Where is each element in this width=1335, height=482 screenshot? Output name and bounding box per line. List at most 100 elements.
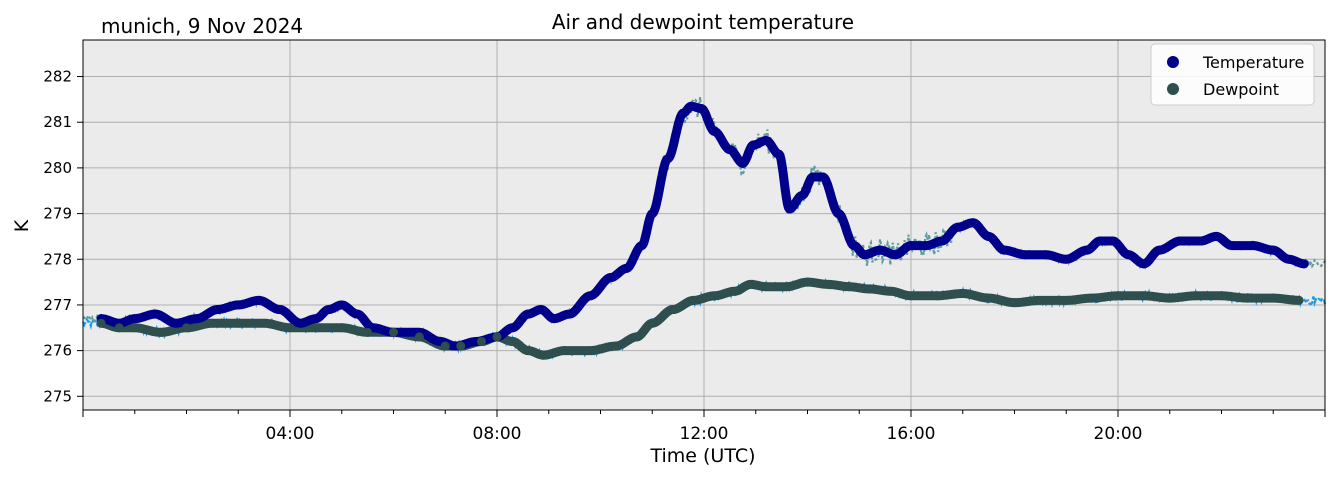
temperature-point	[968, 218, 978, 228]
temperature-point	[523, 309, 533, 319]
legend-label-dewpoint: Dewpoint	[1203, 80, 1279, 99]
y-tick-label: 279	[43, 205, 72, 223]
temperature-point	[233, 300, 243, 310]
temperature-point	[637, 241, 647, 251]
dewpoint-point	[492, 332, 502, 342]
dewpoint-point	[1242, 293, 1252, 303]
y-tick-label: 275	[43, 387, 72, 405]
dewpoint-point	[233, 318, 243, 328]
temperature-point	[549, 314, 559, 324]
dewpoint-series-line	[96, 277, 1304, 360]
temperature-point	[774, 149, 784, 159]
dewpoint-point	[585, 346, 595, 356]
dewpoint-point	[1139, 291, 1149, 301]
dewpoint-point	[1087, 293, 1097, 303]
dewpoint-point	[668, 305, 678, 315]
dewpoint-point	[539, 350, 549, 360]
dewpoint-point	[1268, 293, 1278, 303]
legend-marker-dewpoint	[1167, 83, 1179, 95]
temperature-point	[1123, 250, 1133, 260]
temperature-point	[818, 172, 828, 182]
temperature-point	[275, 305, 285, 315]
dewpoint-point	[130, 323, 140, 333]
axes: 04:00 08:00 12:00 16:00 20:00 275 276 277 278 279…	[43, 68, 1326, 444]
temperature-point	[709, 126, 719, 136]
dewpoint-point	[689, 295, 699, 305]
dewpoint-point	[746, 279, 756, 289]
x-tick-label: 08:00	[473, 424, 522, 444]
dewpoint-point	[1294, 295, 1304, 305]
legend-label-temperature: Temperature	[1202, 53, 1304, 72]
dewpoint-point	[456, 341, 466, 351]
dewpoint-point	[782, 282, 792, 292]
dewpoint-point	[1010, 298, 1019, 308]
dewpoint-point	[647, 318, 657, 328]
temperature-point	[337, 300, 347, 310]
grid	[83, 40, 1325, 410]
temperature-point	[890, 250, 900, 260]
dewpoint-point	[311, 323, 321, 333]
temperature-point	[1299, 259, 1309, 269]
temperature-point	[725, 145, 735, 155]
temperature-point	[937, 236, 947, 246]
temperature-point	[352, 309, 362, 319]
temperature-point	[324, 305, 334, 315]
temperature-point	[808, 172, 818, 182]
temperature-point	[849, 241, 859, 251]
x-tick-label: 04:00	[266, 424, 315, 444]
dewpoint-point	[906, 291, 916, 301]
temperature-point	[295, 318, 305, 328]
x-tick-label: 20:00	[1094, 424, 1143, 444]
dewpoint-point	[508, 336, 518, 346]
dewpoint-point	[207, 318, 217, 328]
dewpoint-point	[1035, 295, 1045, 305]
smoothed-series	[96, 101, 1309, 360]
y-tick-label: 278	[43, 250, 72, 268]
dewpoint-point	[632, 332, 642, 342]
temperature-point	[875, 245, 885, 255]
dewpoint-point	[885, 286, 895, 296]
temperature-point	[748, 140, 758, 150]
dewpoint-point	[476, 336, 486, 346]
temperature-point	[192, 314, 202, 324]
dewpoint-point	[259, 318, 269, 328]
x-axis-label: Time (UTC)	[649, 445, 755, 467]
temperature-point	[150, 309, 160, 319]
temperature-point	[1095, 236, 1105, 246]
dewpoint-point	[1217, 291, 1226, 301]
dewpoint-point	[114, 323, 124, 333]
temperature-point	[696, 104, 706, 114]
temperature-point	[678, 108, 688, 118]
dewpoint-point	[1165, 293, 1175, 303]
dewpoint-point	[559, 346, 569, 356]
dewpoint-point	[440, 341, 450, 351]
temperature-point	[585, 291, 595, 301]
temperature-point	[1020, 250, 1030, 260]
dewpoint-point	[363, 327, 373, 337]
dewpoint-point	[984, 293, 994, 303]
dewpoint-point	[182, 323, 191, 333]
y-axis-label: K	[11, 219, 33, 232]
dewpoint-point	[285, 323, 295, 333]
legend-box	[1150, 43, 1315, 106]
temperature-point	[1041, 250, 1051, 260]
temperature-point	[784, 204, 794, 214]
temperature-point	[311, 314, 321, 324]
temperature-point	[647, 209, 657, 219]
temperature-point	[738, 158, 748, 168]
y-tick-label: 282	[43, 68, 72, 86]
dewpoint-point	[156, 327, 166, 337]
temperature-point	[1175, 236, 1185, 246]
temperature-point	[761, 135, 771, 145]
temperature-point	[536, 305, 546, 315]
temperature-point	[984, 231, 994, 241]
y-tick-label: 276	[43, 342, 72, 360]
dewpoint-point	[611, 341, 621, 351]
temperature-point	[1139, 259, 1149, 269]
temperature-point	[1196, 236, 1206, 246]
dewpoint-point	[761, 282, 771, 292]
dewpoint-point	[958, 289, 968, 299]
dewpoint-point	[414, 332, 424, 342]
